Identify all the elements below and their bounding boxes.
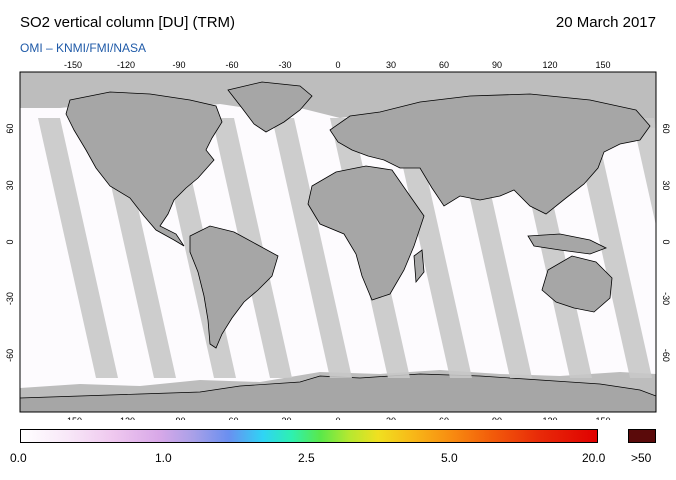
south-america-land [189,225,279,349]
so2-map: -150 -150 -120 -120 -90 -90 -60 -60 -30 -30 0 0 30 30… [5,60,671,420]
colorbar [20,429,598,443]
date-label: 20 March 2017 [555,14,656,31]
eurasia-land [329,93,651,215]
map-frame [19,71,657,413]
colorbar-over-label: >50 [631,451,652,465]
lon-tick-label-top: 30 [386,60,396,70]
lat-tick-label-left: 60 [5,124,15,134]
lon-tick-label-bottom: -120 [117,416,135,420]
credit-subtitle: OMI – KNMI/FMI/NASA [20,41,147,55]
over-range-swatch [628,429,656,443]
lon-tick-label-top: -90 [172,60,185,70]
madagascar-land [413,249,425,284]
lat-tick-label-left: -30 [5,292,15,305]
lat-tick-label-right: -60 [661,349,671,362]
greenland-land [227,81,313,133]
lon-tick-label-top: 90 [492,60,502,70]
lon-tick-label-bottom: 90 [492,416,502,420]
lat-tick-label-right: 60 [661,124,671,134]
lat-tick-label-left: 0 [5,239,15,244]
lon-tick-label-top: 0 [335,60,340,70]
lat-tick-label-left: 30 [5,180,15,190]
colorbar-label-4: 20.0 [582,451,606,465]
lon-tick-label-bottom: 30 [386,416,396,420]
colorbar-label-0: 0.0 [10,451,27,465]
lon-tick-label-top: -120 [117,60,135,70]
lon-tick-label-top: -30 [278,60,291,70]
lon-tick-label-bottom: -150 [64,416,82,420]
lon-tick-label-top: -60 [225,60,238,70]
colorbar-label-1: 1.0 [155,451,172,465]
lon-tick-label-bottom: 0 [335,416,340,420]
lon-tick-label-bottom: 150 [595,416,610,420]
orbit-swath [38,118,118,378]
orbit-swath [632,118,656,226]
lat-tick-label-right: 0 [661,239,671,244]
lat-tick-label-left: -60 [5,349,15,362]
lon-tick-label-bottom: 120 [542,416,557,420]
lon-tick-label-top: 60 [439,60,449,70]
lon-tick-label-bottom: -30 [278,416,291,420]
lon-tick-label-top: -150 [64,60,82,70]
australia-land [541,255,613,313]
lon-tick-label-top: 120 [542,60,557,70]
north-america-land [65,91,223,247]
africa-land [307,165,425,301]
lon-tick-label-bottom: -90 [172,416,185,420]
lat-tick-label-right: -30 [661,292,671,305]
orbit-swath [392,118,472,378]
antarctica-land [20,373,656,412]
lon-tick-label-top: 150 [595,60,610,70]
colorbar-label-3: 5.0 [441,451,458,465]
colorbar-label-2: 2.5 [298,451,315,465]
lat-tick-label-right: 30 [661,180,671,190]
lon-tick-label-bottom: -60 [225,416,238,420]
page-title: SO2 vertical column [DU] (TRM) [20,14,236,31]
lon-tick-label-bottom: 60 [439,416,449,420]
indonesia-land [527,233,607,255]
arctic-region [20,72,656,128]
orbit-swath [572,118,652,378]
orbit-swath [272,118,352,378]
